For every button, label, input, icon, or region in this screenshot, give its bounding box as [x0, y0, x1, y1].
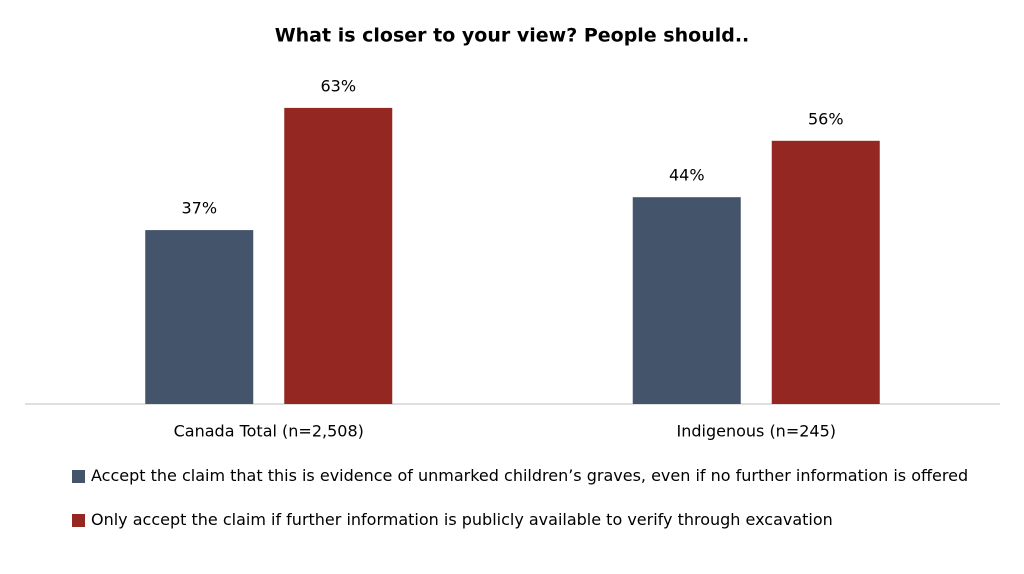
chart-title: What is closer to your view? People shou… [275, 25, 750, 47]
bar [771, 140, 880, 405]
legend-label: Accept the claim that this is evidence o… [91, 466, 969, 485]
legend-swatch [72, 514, 85, 527]
bar [284, 107, 393, 405]
legend-item: Accept the claim that this is evidence o… [72, 464, 972, 488]
value-label: 63% [320, 76, 356, 95]
x-tick-label: Indigenous (n=245) [676, 422, 836, 441]
legend: Accept the claim that this is evidence o… [72, 464, 972, 552]
legend-item: Only accept the claim if further informa… [72, 508, 972, 532]
bar [632, 197, 741, 404]
value-label: 56% [808, 109, 844, 128]
bar [145, 230, 254, 404]
value-label: 37% [181, 199, 217, 218]
legend-label: Only accept the claim if further informa… [91, 510, 833, 529]
value-label: 44% [669, 166, 705, 185]
legend-swatch [72, 470, 85, 483]
x-tick-label: Canada Total (n=2,508) [174, 422, 364, 441]
